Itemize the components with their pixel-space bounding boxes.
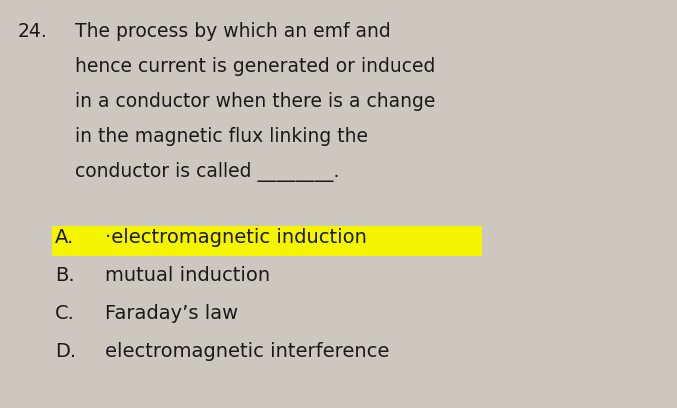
Text: The process by which an emf and: The process by which an emf and — [75, 22, 391, 41]
Text: in the magnetic flux linking the: in the magnetic flux linking the — [75, 127, 368, 146]
Text: in a conductor when there is a change: in a conductor when there is a change — [75, 92, 435, 111]
Text: hence current is generated or induced: hence current is generated or induced — [75, 57, 435, 76]
Text: conductor is called ________.: conductor is called ________. — [75, 162, 339, 182]
FancyBboxPatch shape — [52, 226, 482, 256]
Text: C.: C. — [55, 304, 75, 323]
Text: mutual induction: mutual induction — [105, 266, 270, 285]
Text: ·electromagnetic induction: ·electromagnetic induction — [105, 228, 367, 247]
Text: Faraday’s law: Faraday’s law — [105, 304, 238, 323]
Text: B.: B. — [55, 266, 74, 285]
Text: D.: D. — [55, 342, 76, 361]
Text: electromagnetic interference: electromagnetic interference — [105, 342, 389, 361]
Text: A.: A. — [55, 228, 74, 247]
Text: 24.: 24. — [18, 22, 48, 41]
